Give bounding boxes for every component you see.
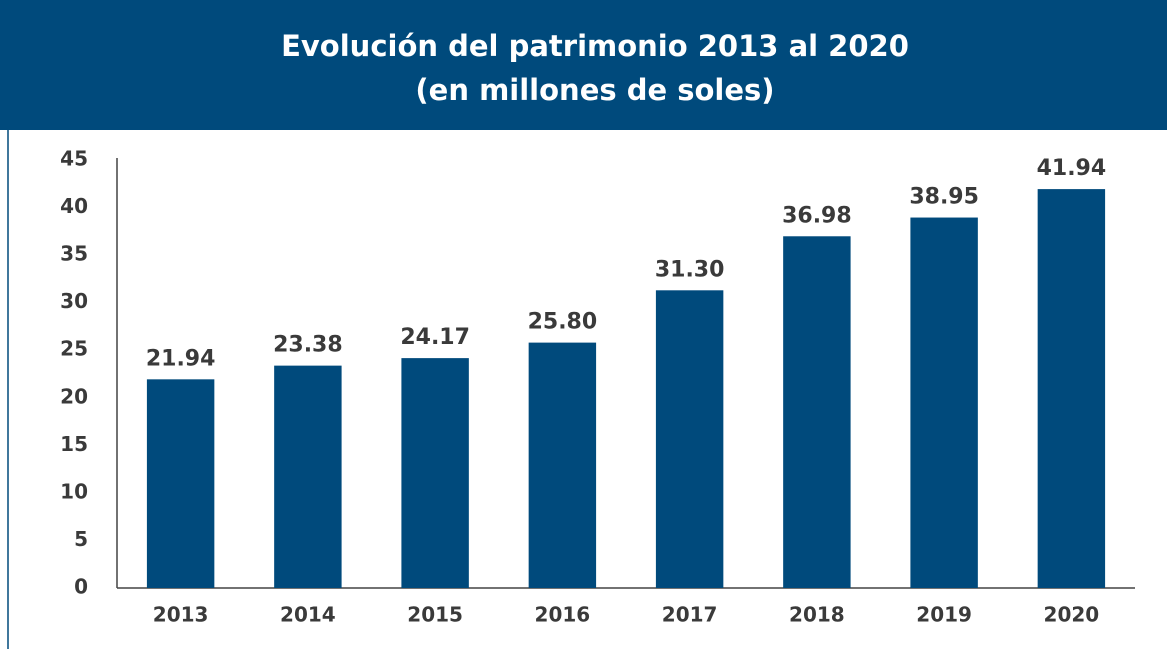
bar [274,365,342,588]
value-label: 36.98 [782,203,852,228]
value-label: 23.38 [273,333,343,358]
x-tick-label: 2019 [916,603,972,627]
bar [1037,189,1106,588]
value-label: 24.17 [400,325,470,350]
value-label: 41.94 [1037,156,1107,181]
header-band [0,0,1167,130]
y-tick-label: 30 [60,289,88,313]
bar [401,358,469,588]
chart-subtitle: (en millones de soles) [415,73,774,107]
bar [910,217,978,588]
value-label: 21.94 [146,346,216,371]
bar [146,379,215,588]
chart-title: Evolución del patrimonio 2013 al 2020 [281,29,909,63]
y-tick-label: 5 [74,527,88,551]
y-tick-label: 35 [60,242,88,266]
y-tick-label: 20 [60,384,88,408]
y-tick-label: 45 [60,147,88,171]
x-tick-label: 2015 [407,603,463,627]
value-label: 38.95 [909,185,979,210]
y-tick-label: 40 [60,194,88,218]
bar [655,290,724,588]
x-tick-label: 2014 [280,603,336,627]
x-tick-label: 2016 [535,603,591,627]
x-tick-label: 2013 [153,603,209,627]
value-label: 31.30 [655,257,725,282]
value-label: 25.80 [528,310,598,335]
y-tick-label: 15 [60,432,88,456]
x-tick-label: 2020 [1044,603,1100,627]
y-tick-label: 0 [74,575,88,599]
bar [528,342,597,588]
x-tick-label: 2017 [662,603,718,627]
y-tick-label: 10 [60,479,88,503]
y-tick-label: 25 [60,337,88,361]
bar [783,236,851,588]
x-tick-label: 2018 [789,603,845,627]
